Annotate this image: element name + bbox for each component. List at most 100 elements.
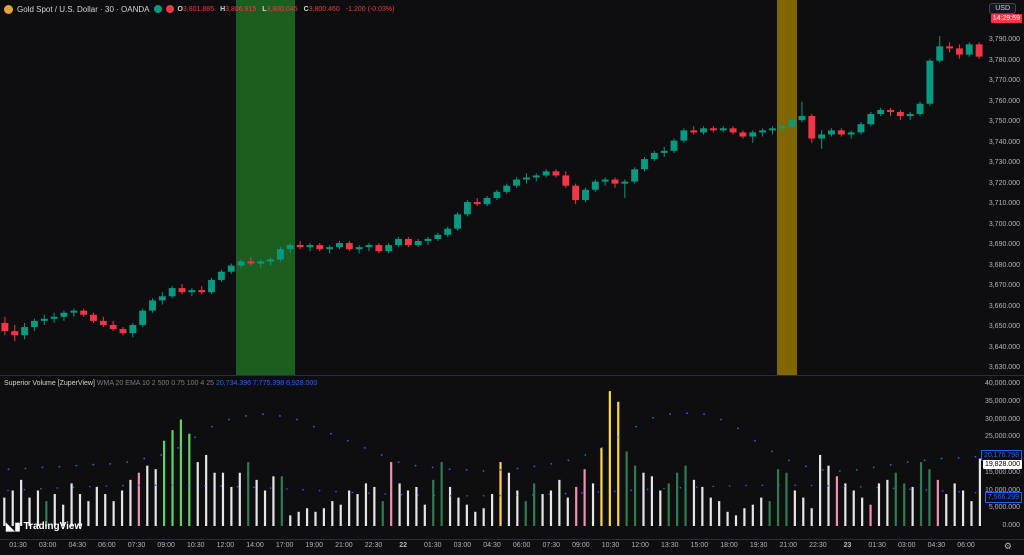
- candle[interactable]: [276, 247, 284, 262]
- candle[interactable]: [532, 173, 540, 182]
- candle[interactable]: [217, 269, 225, 282]
- volume-bar[interactable]: [11, 490, 14, 527]
- candle[interactable]: [729, 126, 737, 135]
- volume-bar[interactable]: [415, 486, 418, 526]
- candle[interactable]: [395, 236, 402, 248]
- volume-bar[interactable]: [272, 476, 275, 526]
- volume-bar[interactable]: [28, 497, 31, 526]
- volume-bar[interactable]: [62, 504, 65, 526]
- volume-bar[interactable]: [776, 469, 780, 526]
- candle[interactable]: [591, 179, 599, 192]
- settings-gear-icon[interactable]: ⚙: [1003, 541, 1012, 551]
- candle[interactable]: [818, 130, 826, 149]
- volume-bar[interactable]: [104, 494, 107, 526]
- candle[interactable]: [80, 308, 88, 317]
- candle[interactable]: [40, 314, 48, 325]
- candle[interactable]: [454, 212, 462, 231]
- candle[interactable]: [60, 310, 68, 321]
- candle[interactable]: [227, 263, 235, 274]
- volume-bar[interactable]: [633, 465, 637, 526]
- volume-bar[interactable]: [676, 472, 679, 526]
- volume-bar[interactable]: [348, 490, 351, 527]
- volume-bar[interactable]: [120, 490, 124, 527]
- candle[interactable]: [178, 284, 186, 295]
- volume-bar[interactable]: [188, 433, 191, 526]
- candle[interactable]: [660, 146, 668, 158]
- candle[interactable]: [30, 318, 38, 332]
- candle[interactable]: [119, 327, 127, 336]
- candle[interactable]: [946, 42, 954, 53]
- candle[interactable]: [562, 171, 570, 188]
- candle[interactable]: [641, 157, 648, 172]
- volume-axis[interactable]: 40,000.000 35,000.000 30,000.000 25,000.000…: [980, 376, 1024, 539]
- volume-bar[interactable]: [440, 462, 443, 526]
- volume-bar[interactable]: [255, 479, 258, 526]
- candle[interactable]: [326, 245, 334, 254]
- volume-bar[interactable]: [129, 479, 132, 526]
- volume-bar[interactable]: [659, 490, 662, 527]
- candle[interactable]: [975, 42, 983, 59]
- candle[interactable]: [365, 243, 373, 252]
- volume-bar[interactable]: [457, 497, 460, 526]
- candle[interactable]: [139, 308, 147, 328]
- candle[interactable]: [385, 243, 393, 254]
- candle[interactable]: [936, 36, 944, 63]
- volume-bar[interactable]: [650, 476, 653, 526]
- candle[interactable]: [719, 126, 727, 133]
- volume-bar[interactable]: [179, 419, 183, 527]
- candle[interactable]: [237, 259, 245, 268]
- volume-bar[interactable]: [78, 494, 82, 526]
- volume-bar[interactable]: [53, 494, 56, 526]
- volume-bar[interactable]: [886, 479, 889, 526]
- volume-bar[interactable]: [524, 501, 527, 526]
- volume-bar[interactable]: [894, 472, 897, 526]
- volume-bar[interactable]: [760, 497, 763, 526]
- volume-bar[interactable]: [331, 501, 334, 526]
- candle[interactable]: [621, 179, 629, 198]
- candle[interactable]: [503, 183, 511, 194]
- candle[interactable]: [247, 257, 255, 266]
- volume-bar[interactable]: [406, 490, 410, 527]
- volume-bar[interactable]: [919, 462, 923, 526]
- volume-bar[interactable]: [146, 465, 149, 526]
- candle[interactable]: [611, 177, 619, 188]
- indicator-legend[interactable]: Superior Volume [ZuperView] WMA 20 EMA 1…: [4, 380, 317, 387]
- volume-bar[interactable]: [305, 508, 309, 526]
- candle[interactable]: [473, 197, 481, 207]
- volume-bar[interactable]: [642, 472, 645, 526]
- volume-bar[interactable]: [936, 479, 939, 526]
- volume-bar[interactable]: [163, 440, 166, 526]
- candle[interactable]: [1, 316, 9, 336]
- volume-bar[interactable]: [726, 511, 729, 526]
- volume-bar[interactable]: [600, 447, 603, 526]
- tradingview-logo[interactable]: ◣▮ TradingView: [6, 520, 82, 533]
- candle[interactable]: [404, 236, 412, 248]
- candle[interactable]: [631, 167, 639, 184]
- candle[interactable]: [493, 189, 501, 201]
- volume-bar[interactable]: [928, 469, 931, 526]
- candle[interactable]: [267, 257, 275, 266]
- volume-bar[interactable]: [533, 483, 536, 526]
- volume-bar[interactable]: [474, 511, 477, 526]
- volume-bar[interactable]: [507, 472, 511, 526]
- volume-bar[interactable]: [617, 401, 620, 526]
- candle[interactable]: [306, 243, 314, 252]
- volume-bar[interactable]: [95, 486, 98, 526]
- candle[interactable]: [916, 101, 924, 117]
- volume-bar[interactable]: [961, 490, 965, 527]
- candle[interactable]: [99, 316, 107, 328]
- volume-bar[interactable]: [390, 462, 393, 526]
- candle[interactable]: [896, 109, 904, 121]
- volume-bar[interactable]: [827, 465, 830, 526]
- candle[interactable]: [198, 286, 206, 295]
- volume-bar[interactable]: [911, 486, 914, 526]
- candle[interactable]: [955, 44, 963, 59]
- candle[interactable]: [286, 243, 294, 254]
- candle[interactable]: [424, 236, 432, 246]
- volume-bar[interactable]: [541, 494, 544, 526]
- candle[interactable]: [50, 312, 58, 323]
- candle[interactable]: [168, 286, 176, 299]
- candle[interactable]: [375, 243, 383, 254]
- candle[interactable]: [149, 298, 156, 313]
- volume-bar[interactable]: [549, 490, 553, 527]
